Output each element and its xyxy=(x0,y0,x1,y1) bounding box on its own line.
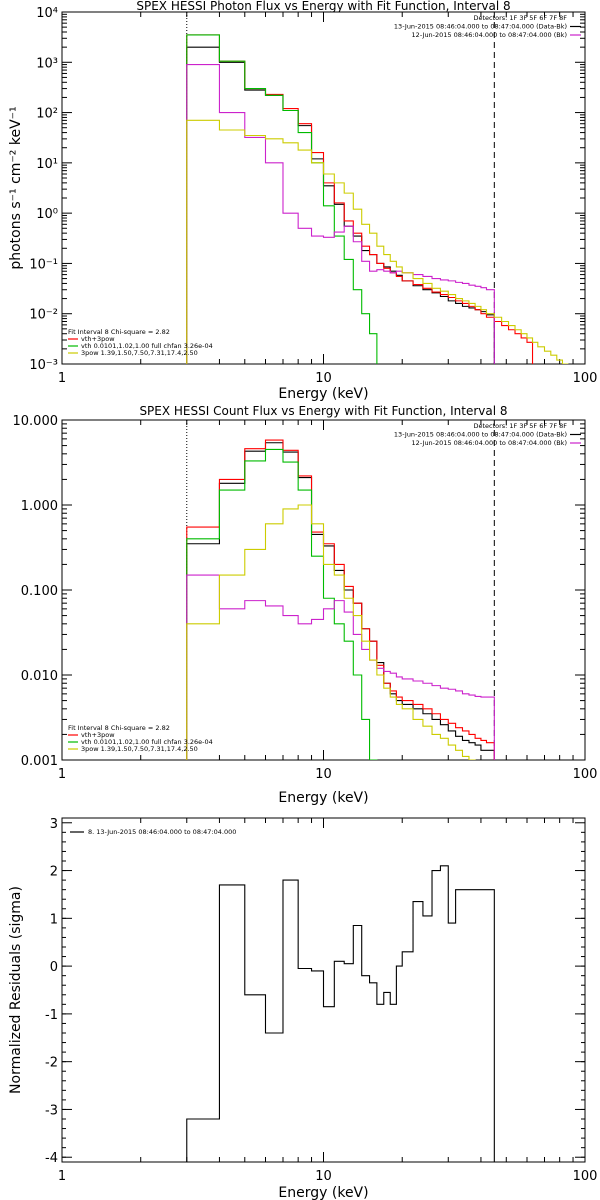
y-tick-label: 2 xyxy=(50,865,58,880)
series-3-step-line xyxy=(186,448,378,760)
x-axis-label: Energy (keV) xyxy=(278,386,368,402)
y-tick-label: 1 xyxy=(50,912,58,927)
y-tick-label: 10⁻² xyxy=(29,308,58,323)
chart-2: SPEX HESSI Count Flux vs Energy with Fit… xyxy=(13,404,598,806)
y-tick-label: 1.000 xyxy=(21,499,58,514)
series-group xyxy=(186,34,569,364)
legend-entry: Fit Interval 8 Chi-square = 2.82 xyxy=(68,328,170,336)
x-axis-label: Energy (keV) xyxy=(278,790,368,806)
y-axis-label: photons s⁻¹ cm⁻² keV⁻¹ xyxy=(8,106,24,269)
x-tick-label: 100 xyxy=(573,1169,598,1184)
y-tick-label: 10⁻¹ xyxy=(29,257,58,272)
y-tick-label: 0.010 xyxy=(21,669,58,684)
series-4-step-line xyxy=(186,574,495,760)
legend-entry: vth 0.0101,1.02,1.00 full chfan 3.26e-04 xyxy=(81,342,213,350)
y-tick-label: 10.000 xyxy=(13,414,59,429)
legend-entry: Detectors: 1F 3F 5F 6F 7F 8F xyxy=(473,422,567,430)
chart-title: SPEX HESSI Photon Flux vs Energy with Fi… xyxy=(136,0,510,13)
chart-1: SPEX HESSI Photon Flux vs Energy with Fi… xyxy=(8,0,597,402)
series-group xyxy=(186,865,495,1162)
series-2-step-line xyxy=(186,439,495,760)
y-axis-label: Normalized Residuals (sigma) xyxy=(8,886,24,1094)
y-tick-label: 0.001 xyxy=(21,754,58,769)
x-tick-label: 10 xyxy=(315,1169,332,1184)
legend-entry: 12-Jun-2015 08:46:04.000 to 08:47:04.000… xyxy=(412,31,567,39)
legend-entry: vth+3pow xyxy=(81,335,115,343)
y-tick-label: 10⁴ xyxy=(36,6,58,21)
series-5-step-line xyxy=(186,119,569,364)
series-2-step-line xyxy=(186,34,534,364)
chart-title: SPEX HESSI Count Flux vs Energy with Fit… xyxy=(139,404,507,418)
y-tick-label: 0.100 xyxy=(21,584,58,599)
legend-entry: 3pow 1.39,1.50,7.50,7.31,17.4,2.50 xyxy=(81,349,198,357)
x-tick-label: 1 xyxy=(58,767,66,782)
legend-entry: vth 0.0101,1.02,1.00 full chfan 3.26e-04 xyxy=(81,738,213,746)
legend-entry: 3pow 1.39,1.50,7.50,7.31,17.4,2.50 xyxy=(81,745,198,753)
legend-entry: 12-Jun-2015 08:46:04.000 to 08:47:04.000… xyxy=(412,439,567,447)
series-4-step-line xyxy=(186,64,495,364)
x-tick-label: 100 xyxy=(573,371,598,386)
y-tick-label: 3 xyxy=(50,817,58,832)
x-tick-label: 1 xyxy=(58,371,66,386)
x-tick-label: 10 xyxy=(315,371,332,386)
legend-entry: Fit Interval 8 Chi-square = 2.82 xyxy=(68,724,170,732)
series-1-step-line xyxy=(186,865,495,1162)
series-5-step-line xyxy=(186,504,476,760)
y-tick-label: -4 xyxy=(45,1151,58,1166)
legend-entry: 8. 13-Jun-2015 08:46:04.000 to 08:47:04.… xyxy=(88,828,236,836)
y-tick-label: 10⁻³ xyxy=(29,358,58,373)
x-tick-label: 10 xyxy=(315,767,332,782)
x-tick-label: 100 xyxy=(573,767,598,782)
y-tick-label: -2 xyxy=(45,1056,58,1071)
y-tick-label: -3 xyxy=(45,1103,58,1118)
x-axis-label: Energy (keV) xyxy=(278,1185,368,1200)
y-tick-label: -1 xyxy=(45,1008,58,1023)
chart-3: 1 10 100 -4 -3 -2 -1 0 1 2 3 Energy (keV) Normalized… xyxy=(8,817,597,1200)
y-tick-label: 10¹ xyxy=(36,157,58,172)
y-tick-label: 10³ xyxy=(36,56,58,71)
legend-entry: 13-Jun-2015 08:46:04.000 to 08:47:04.000… xyxy=(394,431,567,439)
series-group xyxy=(186,439,495,760)
x-tick-label: 1 xyxy=(58,1169,66,1184)
y-tick-label: 0 xyxy=(50,960,58,975)
legend-entry: vth+3pow xyxy=(81,731,115,739)
y-tick-label: 10² xyxy=(36,107,58,122)
legend-entry: 13-Jun-2015 08:46:04.000 to 08:47:04.000… xyxy=(394,23,567,31)
y-tick-label: 10⁰ xyxy=(36,207,58,222)
legend-entry: Detectors: 1F 3F 5F 6F 7F 8F xyxy=(473,14,567,22)
